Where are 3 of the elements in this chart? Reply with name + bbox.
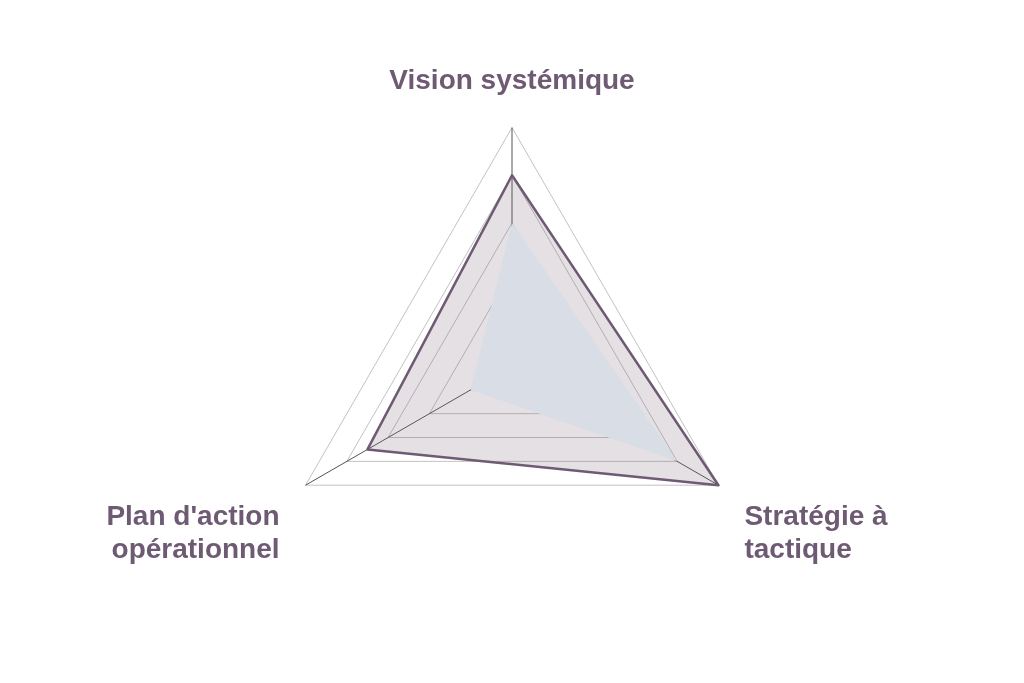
spoke-label: Plan d'action opérationnel — [106, 499, 280, 565]
spoke-label: Stratégie à tactique — [744, 499, 889, 565]
spoke-label: Vision systémique — [389, 63, 635, 95]
